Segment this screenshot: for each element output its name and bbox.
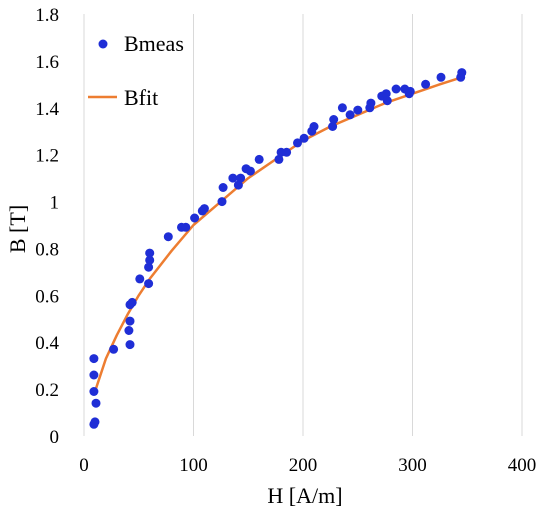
data-points-group	[89, 68, 467, 429]
data-point-bmeas	[337, 103, 347, 113]
x-tick-label: 300	[398, 455, 427, 476]
data-point-bmeas	[124, 326, 134, 335]
x-axis-title: H [A/m]	[267, 483, 342, 508]
y-tick-label: 1	[50, 193, 60, 214]
series-line-bfit	[93, 76, 464, 393]
data-point-bmeas	[382, 96, 392, 106]
data-point-bmeas	[299, 133, 309, 143]
data-point-bmeas	[274, 154, 284, 164]
data-point-bmeas	[328, 122, 338, 131]
data-point-bmeas	[89, 354, 99, 364]
x-tick-label: 0	[79, 455, 89, 476]
y-tick-label: 0	[50, 427, 60, 448]
data-point-bmeas	[144, 262, 154, 272]
y-tick-label: 1.4	[35, 99, 59, 120]
grid-lines	[83, 14, 523, 436]
data-point-bmeas	[254, 154, 264, 164]
data-point-bmeas	[127, 297, 137, 307]
data-point-bmeas	[353, 105, 363, 115]
data-point-bmeas	[293, 138, 302, 148]
fit-curve-group	[93, 76, 464, 393]
legend-label-bfit: Bfit	[124, 85, 158, 110]
data-point-bmeas	[89, 370, 99, 380]
data-point-bmeas	[91, 398, 101, 408]
tick-labels-group: 0 100 200 300 400 0 0.2 0.4 0.6 0.8 1 1.2 1.4 1.6 1.8	[35, 5, 536, 476]
data-point-bmeas	[199, 204, 209, 214]
data-point-bmeas	[457, 68, 467, 78]
data-point-bmeas	[144, 279, 154, 289]
data-point-bmeas	[125, 340, 135, 350]
data-point-bmeas	[233, 180, 243, 190]
data-point-bmeas	[163, 232, 173, 242]
y-tick-label: 0.6	[35, 286, 59, 307]
legend-label-bmeas: Bmeas	[124, 31, 184, 56]
x-tick-label: 200	[289, 455, 318, 476]
y-tick-label: 1.2	[35, 146, 59, 167]
data-point-bmeas	[135, 274, 145, 284]
data-point-bmeas	[421, 79, 431, 89]
y-axis-title: B [T]	[5, 205, 30, 253]
data-point-bmeas	[391, 84, 401, 94]
data-point-bmeas	[218, 183, 228, 192]
data-point-bmeas	[236, 173, 246, 183]
y-tick-label: 1.6	[35, 52, 59, 73]
data-point-bmeas	[125, 316, 135, 326]
data-point-bmeas	[282, 147, 292, 157]
data-point-bmeas	[245, 166, 255, 176]
legend-marker-bmeas	[98, 39, 108, 49]
y-tick-label: 0.4	[35, 333, 59, 354]
data-point-bmeas	[89, 387, 99, 396]
y-tick-label: 1.8	[35, 5, 59, 26]
data-point-bmeas	[309, 122, 319, 131]
x-tick-label: 400	[508, 455, 537, 476]
y-tick-label: 0.2	[35, 380, 59, 401]
data-point-bmeas	[90, 417, 100, 427]
data-point-bmeas	[436, 72, 446, 82]
data-point-bmeas	[190, 213, 200, 223]
data-point-bmeas	[381, 89, 391, 99]
x-tick-label: 100	[179, 455, 208, 476]
data-point-bmeas	[217, 197, 227, 207]
data-point-bmeas	[345, 110, 355, 120]
data-point-bmeas	[109, 344, 119, 354]
y-tick-label: 0.8	[35, 239, 59, 260]
data-point-bmeas	[145, 255, 155, 265]
data-point-bmeas	[228, 173, 238, 183]
legend: Bmeas Bfit	[88, 31, 184, 110]
data-point-bmeas	[366, 98, 376, 108]
data-point-bmeas	[405, 86, 415, 96]
data-point-bmeas	[145, 248, 155, 258]
data-point-bmeas	[181, 222, 191, 232]
data-point-bmeas	[329, 115, 339, 124]
